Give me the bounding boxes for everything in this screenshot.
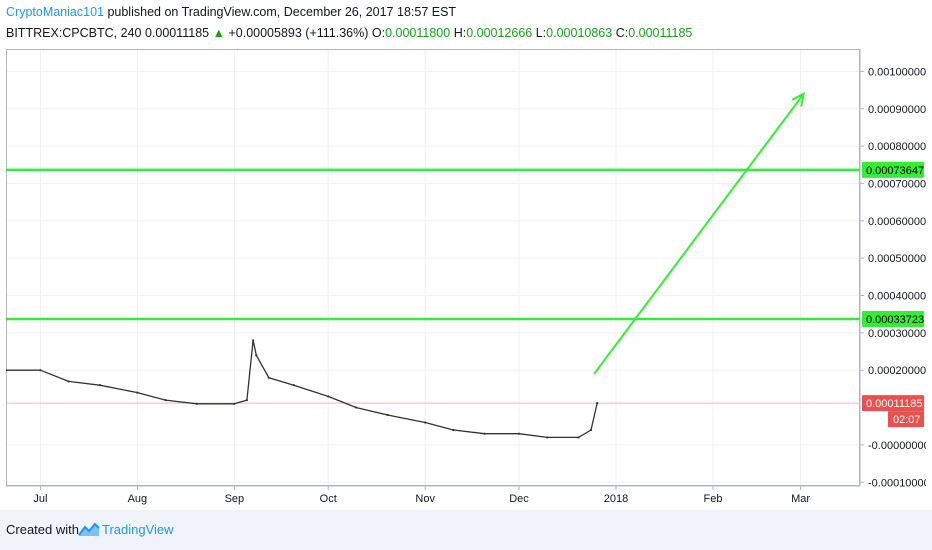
price-point [292,384,295,387]
level-badge-bg [862,161,924,178]
open-label: O: [371,26,386,40]
countdown-bg [888,411,924,428]
y-tick-label: 0.00030000 [868,328,926,340]
footer-bar: Created with TradingView [0,510,932,550]
price-point [195,402,198,405]
price-point [267,376,270,379]
level-badge-label: 0.00033723 [866,314,924,326]
y-tick-label: 0.00040000 [868,291,926,303]
price-point [245,398,248,402]
x-tick-label: Dec [509,493,529,505]
price-series [4,339,599,439]
price-line [6,339,598,439]
price-point [67,380,70,383]
published-text: published on TradingView.com, December 2… [107,5,457,19]
x-tick-label: Oct [320,493,337,505]
y-tick-label: 0.00100000 [868,66,926,78]
price-point [517,432,521,435]
last-price-text: 0.00011185 [144,26,210,40]
open-value: 0.00011800 [385,26,451,40]
x-tick-label: Mar [791,493,810,505]
price-point [424,421,427,424]
price-point [483,432,486,435]
horizontal-levels [6,168,860,404]
tradingview-brand-link[interactable]: TradingView [102,522,174,537]
price-point [4,369,8,372]
high-label: H: [453,26,467,40]
price-point [233,402,236,405]
x-axis: Jul Aug Sep Oct Nov Dec 2018 Feb Mar [33,486,810,505]
level-badge-bg [862,310,924,327]
price-point [39,369,42,372]
plot-border [6,49,860,486]
symbol-label: BITTREX:CPCBTC, 240 [6,26,142,40]
quote-line: BITTREX:CPCBTC, 240 0.00011185 ▲ +0.0000… [6,25,692,42]
close-label: C: [615,26,629,40]
chart-frame[interactable]: 0.00100000 0.00090000 0.00080000 0.00070000… [4,49,930,509]
trend-arrow [593,91,806,375]
y-tick-label: 0.00050000 [868,253,926,265]
change-up-icon: ▲ [212,26,225,40]
price-point [136,391,139,394]
x-tick-label: Nov [415,493,435,505]
trend-arrow-head [791,91,806,107]
x-tick-label: Jul [33,493,47,505]
last-price-badge-bg [862,395,924,412]
y-tick-label: 0.00060000 [868,216,926,228]
author-link[interactable]: CryptoManiac101 [6,5,104,19]
low-label: L: [535,26,547,40]
created-with-text: Created with [6,522,79,537]
y-tick-label: 0.00020000 [868,365,926,377]
chart-header: CryptoManiac101 published on TradingView… [6,4,456,21]
price-point [386,413,389,417]
y-tick-label: -0.00010000 [868,477,926,489]
y-tick-label: 0.00090000 [868,104,926,116]
price-point [355,406,358,409]
y-tick-label: 0.00080000 [868,141,926,153]
price-point [577,436,580,439]
price-badges: 0.00073647 0.00033723 0.00011185 02:07 [862,161,924,428]
x-tick-label: Aug [128,493,148,505]
grid [6,49,860,486]
low-value: 0.00010863 [546,26,613,40]
price-point [327,395,330,398]
x-tick-label: Sep [225,493,245,505]
price-point [452,428,455,432]
level-badge-label: 0.00073647 [866,165,924,177]
tradingview-logo-icon[interactable] [78,522,100,538]
price-point [589,428,593,432]
y-tick-label: -0.00000000 [868,440,926,452]
price-point [546,436,549,439]
y-axis: 0.00100000 0.00090000 0.00080000 0.00070000… [860,66,930,489]
x-tick-label: 2018 [604,493,628,505]
price-point [164,398,167,402]
y-tick-label: 0.00070000 [868,178,926,190]
price-point [596,402,599,405]
close-value: 0.00011185 [628,26,693,40]
high-value: 0.00012666 [466,26,533,40]
countdown-label: 02:07 [893,414,921,426]
change-text: +0.00005893 (+111.36%) [228,26,369,40]
last-price-badge-label: 0.00011185 [866,398,922,410]
price-point [252,339,255,342]
price-point [255,354,258,357]
price-chart[interactable]: 0.00100000 0.00090000 0.00080000 0.00070000… [4,49,930,509]
price-point [98,384,101,387]
x-tick-label: Feb [703,493,722,505]
trend-arrow-line [593,93,805,375]
